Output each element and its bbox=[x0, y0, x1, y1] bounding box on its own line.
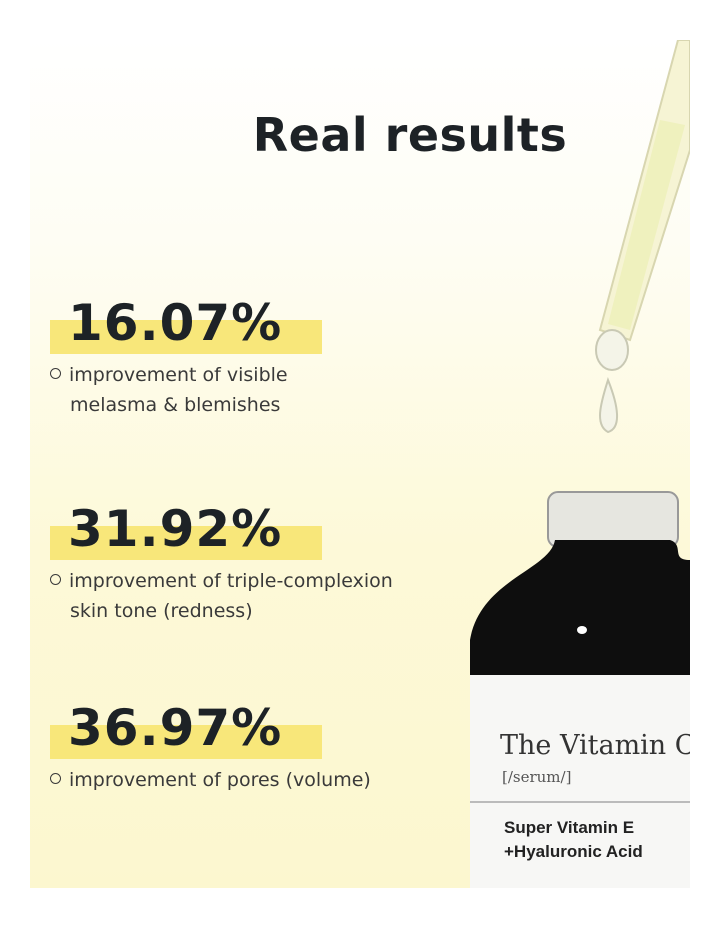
stat: 31.92% improvement of triple-complexion s… bbox=[50, 496, 393, 626]
highlight-bar bbox=[50, 526, 322, 560]
highlight bbox=[577, 626, 587, 634]
stat-description: improvement of pores (volume) bbox=[50, 765, 371, 795]
dropper-liquid bbox=[608, 120, 685, 330]
product-art bbox=[470, 40, 690, 888]
product-type: [/serum/] bbox=[502, 768, 572, 786]
highlight-bar bbox=[50, 320, 322, 354]
product-name: The Vitamin C bbox=[500, 730, 690, 761]
highlight-bar bbox=[50, 725, 322, 759]
drop bbox=[599, 377, 619, 434]
stat-value: 36.97% bbox=[68, 699, 283, 757]
stat-value: 31.92% bbox=[68, 500, 283, 558]
desc-line: skin tone (redness) bbox=[70, 600, 253, 622]
stat: 16.07% improvement of visible melasma & b… bbox=[50, 290, 322, 420]
desc-line: melasma & blemishes bbox=[70, 394, 281, 416]
desc-line: improvement of visible bbox=[69, 364, 288, 386]
desc-line: improvement of triple-complexion bbox=[69, 570, 393, 592]
title: Real results bbox=[252, 108, 568, 162]
ingredient: Super Vitamin E bbox=[504, 818, 635, 837]
bottle-neck bbox=[547, 491, 679, 548]
stat-value: 16.07% bbox=[68, 294, 283, 352]
stat: 36.97% improvement of pores (volume) bbox=[50, 695, 371, 795]
bottle-label bbox=[470, 675, 690, 888]
stat-description: improvement of triple-complexion skin ton… bbox=[50, 566, 393, 626]
stat-description: improvement of visible melasma & blemishe… bbox=[50, 360, 288, 420]
ingredient: +Hyaluronic Acid bbox=[504, 842, 643, 861]
drop bbox=[595, 329, 629, 371]
desc-line: improvement of pores (volume) bbox=[69, 769, 371, 791]
ad-image: Real results 16.07% improvement of visib… bbox=[30, 40, 690, 888]
